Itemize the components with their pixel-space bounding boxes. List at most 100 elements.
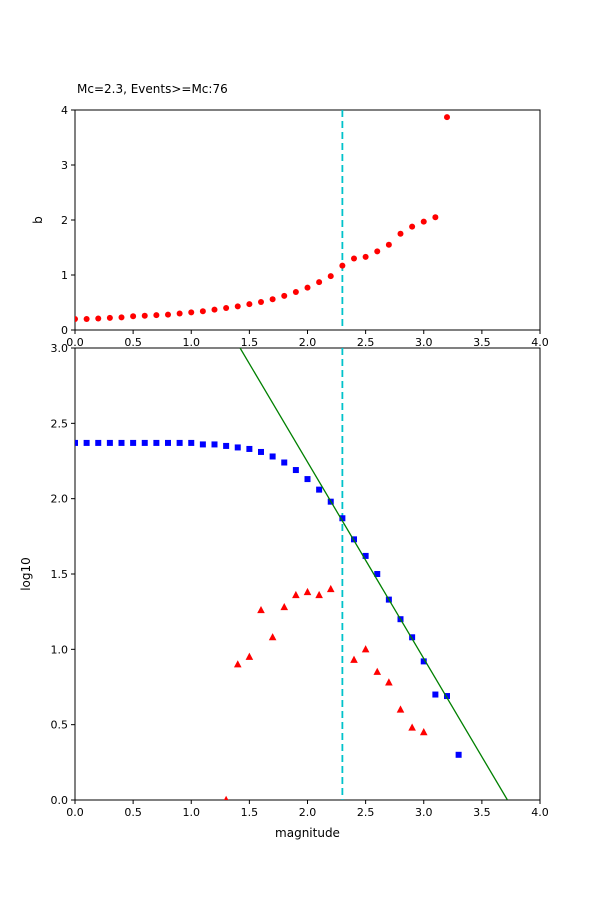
b-values-marker (397, 230, 404, 237)
incremental-counts-marker (303, 587, 312, 596)
cumulative-counts-marker (362, 552, 369, 559)
x-axis-label: magnitude (275, 826, 340, 840)
b-values-marker (223, 305, 230, 311)
b-values-marker (234, 303, 241, 310)
b-values-marker (362, 253, 369, 260)
cumulative-counts-marker (420, 658, 427, 665)
cumulative-counts-marker (432, 691, 439, 698)
x-tick-label: 3.0 (415, 806, 433, 819)
cumulative-counts-marker (141, 439, 148, 446)
y-tick-label: 0.5 (51, 719, 69, 732)
cumulative-counts-marker (339, 515, 346, 522)
y-tick-label: 1 (61, 269, 68, 282)
y-axis-label: b (31, 216, 45, 224)
b-values-marker (444, 114, 450, 121)
incremental-counts-marker (326, 584, 335, 593)
cumulative-counts-marker (316, 486, 323, 493)
incremental-counts-marker (257, 605, 265, 614)
b-values-marker (304, 284, 311, 291)
cumulative-counts-marker (444, 693, 450, 700)
x-tick-label: 4.0 (531, 336, 549, 349)
cumulative-counts-marker (304, 476, 311, 483)
b-values-marker (118, 314, 125, 321)
y-tick-label: 2 (61, 214, 68, 227)
incremental-counts-marker (315, 590, 323, 599)
cumulative-counts-marker (75, 439, 78, 446)
b-values-marker (258, 298, 264, 305)
plot-area (75, 348, 509, 800)
gutenberg-richter-fit-line-line (239, 348, 509, 800)
x-tick-label: 2.5 (357, 806, 375, 819)
x-tick-label: 1.0 (183, 336, 201, 349)
b-values-marker (339, 262, 346, 269)
b-values-marker (75, 316, 78, 322)
b-values-marker (374, 248, 381, 255)
x-tick-label: 3.0 (415, 336, 433, 349)
b-values-marker (130, 313, 137, 320)
b-values-marker (269, 296, 276, 303)
b-values-marker (199, 308, 206, 315)
b-values-marker (165, 311, 171, 318)
cumulative-counts-marker (234, 444, 241, 451)
incremental-counts-marker (233, 660, 242, 668)
y-tick-label: 3 (61, 159, 68, 172)
incremental-counts-marker (419, 728, 428, 736)
y-tick-label: 0 (61, 324, 68, 337)
cumulative-counts-marker (188, 439, 195, 446)
y-tick-label: 1.5 (51, 568, 69, 581)
cumulative-counts-marker (106, 439, 113, 446)
x-tick-label: 2.0 (299, 806, 317, 819)
b-values-marker (292, 289, 299, 296)
x-tick-label: 3.5 (473, 336, 491, 349)
incremental-counts-marker (385, 678, 393, 686)
y-tick-label: 1.0 (51, 643, 69, 656)
b-values-marker (351, 255, 357, 262)
x-tick-label: 1.5 (241, 336, 259, 349)
cumulative-counts-marker (292, 467, 299, 474)
x-tick-label: 0.5 (124, 806, 142, 819)
y-axis-label: log10 (19, 557, 33, 591)
incremental-counts-marker (268, 633, 277, 641)
y-tick-label: 0.0 (51, 794, 69, 807)
b-values-marker (153, 312, 160, 319)
b-values-marker (432, 214, 439, 221)
b-values-marker (106, 314, 113, 321)
frequency-magnitude-subplot: 0.0 0.5 1.0 1.5 2.0 2.5 3.0 3.5 4.0 0.0 0.5 1.0 1.5 2… (19, 342, 549, 840)
axes-frame (74, 347, 541, 801)
x-tick-label: 1.0 (183, 806, 201, 819)
cumulative-counts-marker (199, 441, 206, 448)
b-values-marker (176, 310, 183, 317)
x-tick-label: 2.5 (357, 336, 375, 349)
incremental-counts-marker (292, 590, 300, 599)
cumulative-counts-marker (455, 751, 462, 758)
b-values-marker (316, 279, 323, 286)
b-values-marker (281, 292, 288, 299)
cumulative-counts-marker (223, 442, 230, 449)
cumulative-counts-marker (269, 453, 276, 460)
y-tick-label: 2.0 (51, 493, 69, 506)
incremental-counts-marker (361, 645, 370, 653)
x-tick-label: 1.5 (241, 806, 259, 819)
incremental-counts-marker (396, 705, 405, 713)
cumulative-counts-marker (153, 439, 160, 446)
x-tick-label: 2.0 (299, 336, 317, 349)
incremental-counts-marker (408, 723, 416, 731)
y-tick-label: 4 (61, 104, 68, 117)
x-tick-label: 0.0 (66, 336, 84, 349)
b-values-marker (141, 312, 148, 319)
y-tick-label: 2.5 (51, 417, 69, 430)
cumulative-counts-marker (176, 439, 183, 446)
axes-frame (74, 109, 541, 331)
b-values-marker (83, 316, 90, 322)
b-values-marker (385, 241, 392, 248)
b-values-marker (327, 273, 334, 280)
b-values-marker (409, 223, 416, 230)
incremental-counts-marker (373, 667, 382, 675)
cumulative-counts-marker (130, 439, 137, 446)
b-values-marker (246, 301, 253, 308)
y-tick-label: 3.0 (51, 342, 69, 355)
cumulative-counts-marker (281, 459, 288, 466)
b-values-marker (95, 315, 102, 322)
